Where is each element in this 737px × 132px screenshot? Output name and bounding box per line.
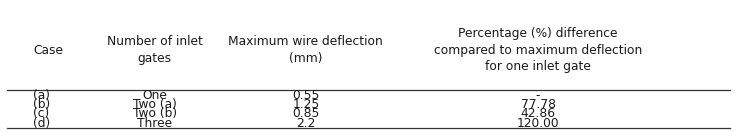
- Text: 0.55: 0.55: [292, 89, 320, 102]
- Text: Maximum wire deflection
(mm): Maximum wire deflection (mm): [228, 35, 383, 65]
- Text: 0.85: 0.85: [292, 107, 320, 120]
- Text: 77.78: 77.78: [520, 98, 556, 111]
- Text: 120.00: 120.00: [517, 117, 559, 130]
- Text: (d): (d): [33, 117, 50, 130]
- Text: Percentage (%) difference
compared to maximum deflection
for one inlet gate: Percentage (%) difference compared to ma…: [434, 27, 642, 73]
- Text: Two (a): Two (a): [133, 98, 177, 111]
- Text: (a): (a): [33, 89, 50, 102]
- Text: Three: Three: [137, 117, 172, 130]
- Text: 42.86: 42.86: [520, 107, 556, 120]
- Text: 2.2: 2.2: [296, 117, 315, 130]
- Text: Two (b): Two (b): [133, 107, 177, 120]
- Text: -: -: [536, 89, 540, 102]
- Text: Number of inlet
gates: Number of inlet gates: [107, 35, 203, 65]
- Text: 1.25: 1.25: [293, 98, 319, 111]
- Text: (b): (b): [33, 98, 50, 111]
- Text: Case: Case: [33, 44, 63, 57]
- Text: (c): (c): [33, 107, 49, 120]
- Text: One: One: [142, 89, 167, 102]
